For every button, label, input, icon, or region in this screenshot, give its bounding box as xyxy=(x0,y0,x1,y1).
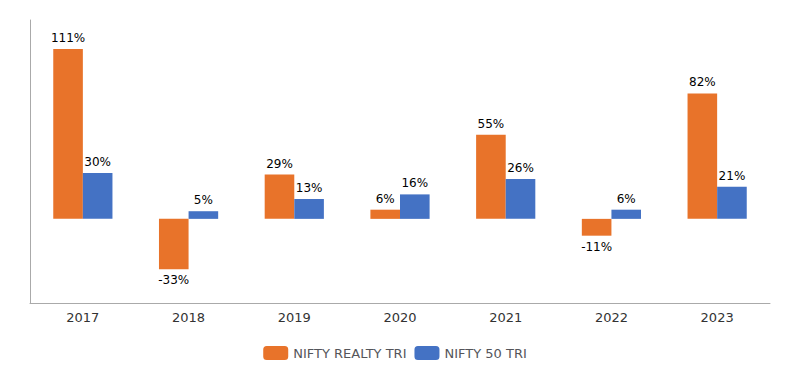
svg-text:2022: 2022 xyxy=(595,310,628,325)
svg-text:21%: 21% xyxy=(719,169,746,183)
svg-text:13%: 13% xyxy=(296,181,323,195)
svg-text:-11%: -11% xyxy=(581,240,612,254)
svg-text:2023: 2023 xyxy=(701,310,734,325)
svg-text:6%: 6% xyxy=(617,192,636,206)
svg-text:6%: 6% xyxy=(376,192,395,206)
svg-text:NIFTY REALTY TRI: NIFTY REALTY TRI xyxy=(293,346,406,361)
svg-text:2020: 2020 xyxy=(383,310,416,325)
svg-text:82%: 82% xyxy=(689,75,716,89)
svg-text:30%: 30% xyxy=(84,155,111,169)
svg-text:29%: 29% xyxy=(266,157,293,171)
svg-text:26%: 26% xyxy=(507,161,534,175)
svg-text:NIFTY 50 TRI: NIFTY 50 TRI xyxy=(444,346,526,361)
svg-text:-33%: -33% xyxy=(158,273,189,287)
svg-text:55%: 55% xyxy=(478,117,505,131)
svg-text:111%: 111% xyxy=(51,31,85,45)
svg-text:2019: 2019 xyxy=(278,310,311,325)
svg-text:2021: 2021 xyxy=(489,310,522,325)
svg-text:2017: 2017 xyxy=(66,310,99,325)
svg-text:5%: 5% xyxy=(194,193,213,207)
svg-text:16%: 16% xyxy=(401,176,428,190)
svg-text:2018: 2018 xyxy=(172,310,205,325)
